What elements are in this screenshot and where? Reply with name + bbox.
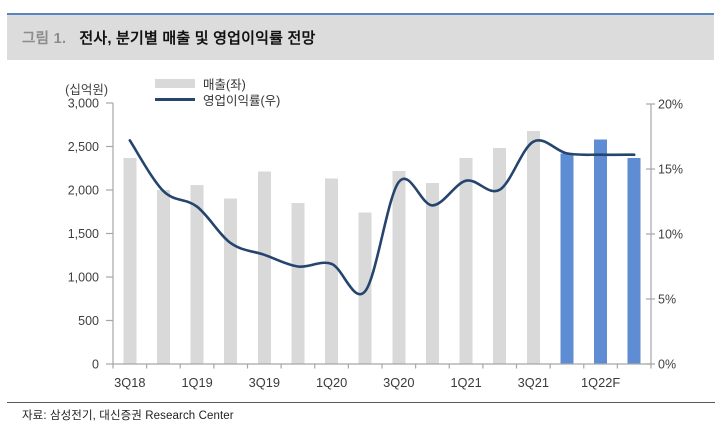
y-left-tick-label: 1,000 (68, 270, 99, 284)
bar-4Q18 (156, 190, 170, 364)
bar-1Q21 (459, 157, 473, 364)
x-tick-label: 3Q19 (249, 375, 280, 390)
y-left-tick-label: 1,500 (68, 227, 99, 241)
opm-line-swatch-icon (155, 98, 195, 101)
y-right-tick-label: 20% (658, 97, 683, 111)
x-tick-label: 1Q19 (181, 375, 212, 390)
bar-1Q22F (594, 139, 608, 364)
bar-2Q22F (627, 157, 641, 364)
bars-group (123, 130, 641, 364)
x-tick-label: 1Q21 (450, 375, 481, 390)
bar-1Q20 (325, 178, 339, 364)
y-left-tick-label: 0 (92, 357, 99, 371)
opm-line-group (128, 139, 636, 296)
x-tick-label: 3Q21 (518, 375, 549, 390)
y-right-tick-label: 5% (658, 292, 676, 306)
x-axis-ticks-group: 3Q18 1Q19 3Q19 1Q20 3Q20 1Q21 3Q21 1Q22F (112, 364, 652, 390)
figure-title: 전사, 분기별 매출 및 영업이익률 전망 (79, 30, 316, 47)
bar-4Q20 (425, 183, 439, 364)
revenue-bar-swatch-icon (155, 79, 195, 88)
y-right-tick-label: 10% (658, 227, 683, 241)
bar-3Q21 (526, 130, 540, 364)
y-left-tick-label: 3,000 (68, 96, 99, 110)
right-axis-ticks-group: 20% 15% 10% 5% 0% (646, 97, 683, 371)
y-left-tick-label: 2,000 (68, 183, 99, 197)
figure-title-bar: 그림 1. 전사, 분기별 매출 및 영업이익률 전망 (7, 13, 714, 60)
x-tick-label: 3Q20 (383, 375, 414, 390)
source-note: 자료: 삼성전기, 대신증권 Research Center (22, 410, 234, 422)
bar-2Q19 (224, 198, 238, 364)
legend-row-revenue: 매출(좌) (155, 76, 246, 92)
legend-revenue-label: 매출(좌) (203, 78, 246, 92)
y-left-tick-label: 2,500 (68, 140, 99, 154)
x-tick-label: 3Q18 (114, 375, 145, 390)
figure-label: 그림 1. (22, 31, 67, 47)
left-axis-ticks-group: 3,000 2,500 2,000 1,500 1,000 500 0 (68, 96, 113, 371)
y-right-tick-label: 0% (658, 357, 676, 371)
x-tick-label: 1Q20 (316, 375, 347, 390)
x-tick-label: 1Q22F (581, 375, 620, 390)
bar-4Q19 (291, 203, 305, 364)
bar-2Q21 (493, 148, 507, 364)
bar-1Q19 (190, 184, 204, 364)
source-divider (7, 402, 715, 403)
y-left-tick-label: 500 (78, 314, 99, 328)
y-right-tick-label: 15% (658, 162, 683, 176)
bar-2Q20 (358, 212, 372, 364)
legend-row-opm: 영업이익률(우) (155, 92, 281, 108)
opm-line (128, 139, 636, 296)
bar-3Q20 (392, 170, 406, 364)
bar-3Q18 (123, 157, 137, 364)
bar-3Q19 (257, 171, 271, 364)
bar-4Q21 (560, 153, 574, 364)
left-axis-unit-label: (십억원) (65, 83, 108, 97)
legend-opm-label: 영업이익률(우) (203, 94, 281, 108)
